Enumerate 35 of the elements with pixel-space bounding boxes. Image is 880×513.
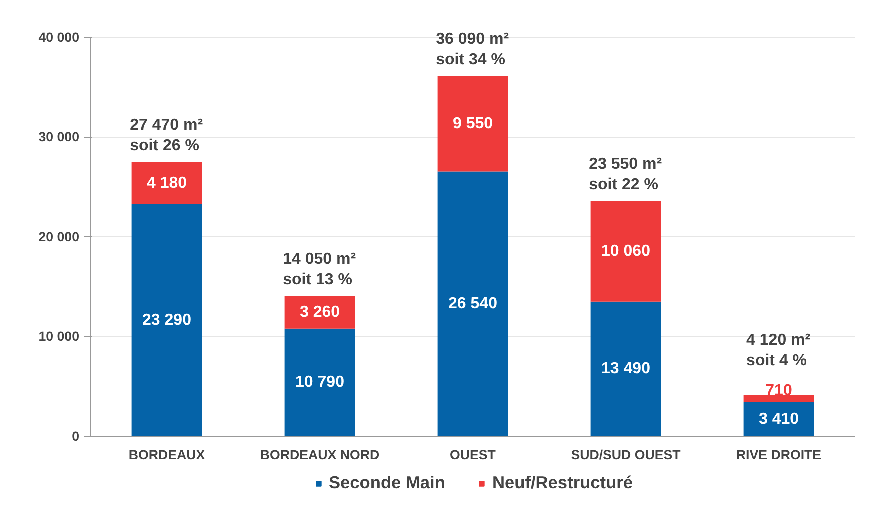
x-tick-label: OUEST — [450, 448, 496, 462]
data-label: 9 550 — [452, 116, 494, 133]
bar — [284, 328, 356, 436]
bar — [744, 395, 814, 402]
data-label: 23 290 — [142, 312, 192, 329]
y-tick-label: 40 000 — [38, 30, 80, 45]
x-tick-label: RIVE DROITE — [736, 448, 822, 462]
data-label: 26 540 — [448, 296, 498, 313]
total-label: 27 470 m² soit 26 % — [130, 117, 204, 154]
y-tick-label: 20 000 — [38, 229, 80, 244]
y-tick-label: 30 000 — [38, 130, 80, 145]
bar — [132, 204, 202, 436]
total-label: 36 090 m² soit 34 % — [436, 31, 510, 68]
data-label: 4 180 — [146, 174, 188, 192]
data-label: 3 260 — [300, 304, 340, 322]
bar — [438, 76, 508, 172]
legend-label: Seconde Main — [328, 472, 446, 494]
x-tick-label: BORDEAUX — [128, 448, 206, 462]
total-label: 4 120 m² soit 4 % — [746, 332, 811, 370]
data-label: 10 060 — [602, 243, 651, 260]
total-label: 14 050 m² soit 13 % — [283, 250, 356, 288]
x-tick-label: SUD/SUD OUEST — [571, 448, 681, 462]
y-tick-label: 10 000 — [38, 329, 80, 344]
x-tick-label: BORDEAUX NORD — [260, 448, 380, 462]
data-label: 13 490 — [602, 360, 651, 378]
bar — [590, 302, 662, 436]
y-tick-label: 0 — [72, 429, 80, 444]
data-label: 10 790 — [296, 374, 345, 392]
bar — [438, 172, 508, 436]
legend-label: Neuf/Restructuré — [492, 472, 634, 494]
bar — [132, 162, 202, 204]
data-label: 710 — [766, 382, 792, 400]
bar — [590, 202, 662, 302]
data-label: 3 410 — [758, 410, 800, 428]
total-label: 23 550 m² soit 22 % — [589, 156, 662, 194]
